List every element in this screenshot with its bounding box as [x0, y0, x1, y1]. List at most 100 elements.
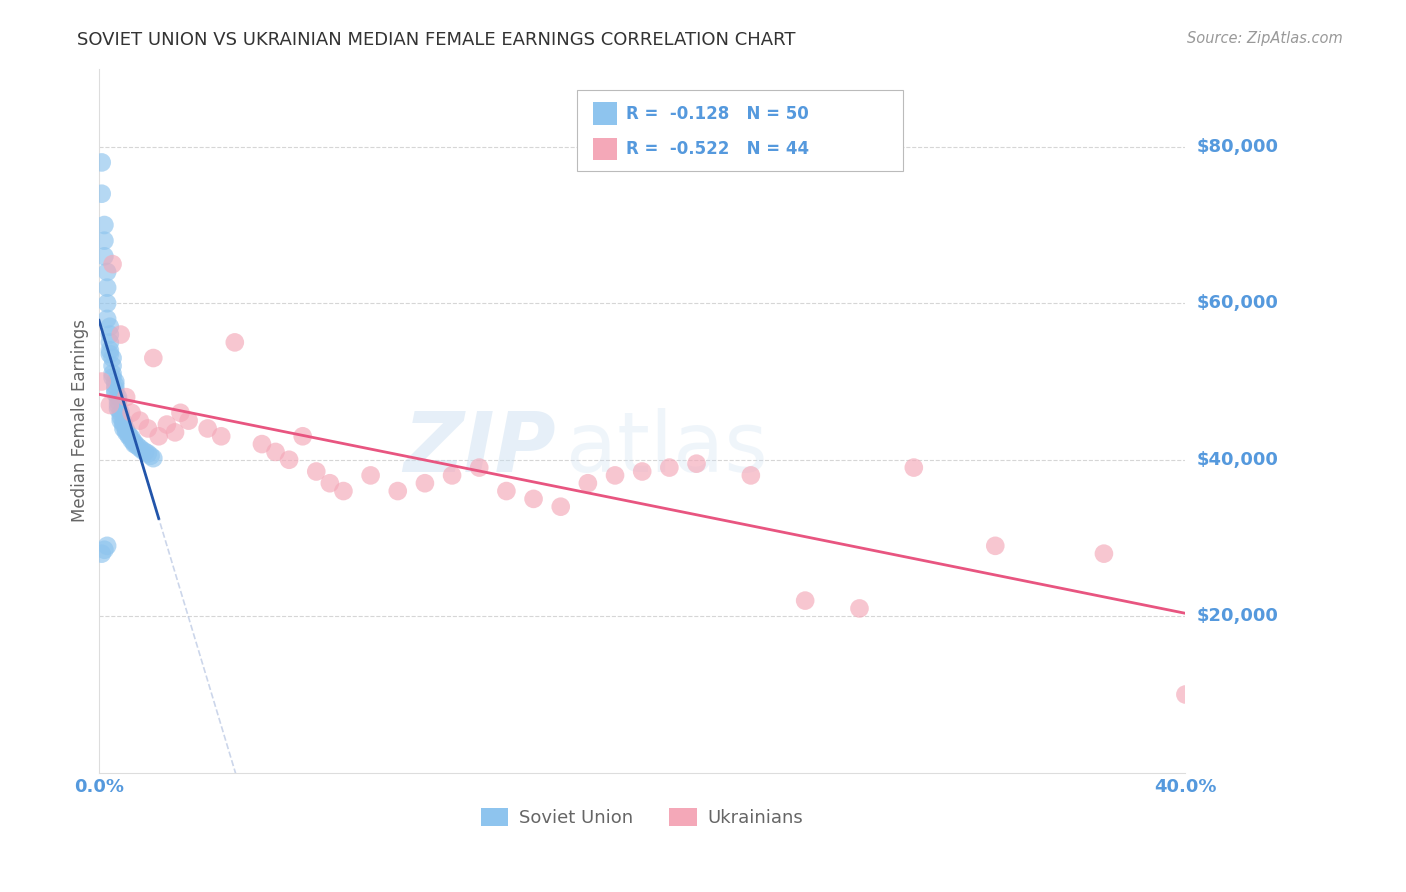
Point	[110, 406, 132, 420]
Point	[603, 468, 626, 483]
Point	[115, 425, 138, 440]
Point	[118, 429, 141, 443]
Point	[631, 465, 654, 479]
Text: $20,000: $20,000	[1197, 607, 1278, 625]
Point	[104, 375, 127, 389]
Point	[794, 593, 817, 607]
Point	[112, 417, 135, 432]
Point	[984, 539, 1007, 553]
Point	[332, 484, 354, 499]
Point	[125, 439, 148, 453]
Point	[104, 386, 127, 401]
Point	[121, 433, 143, 447]
Point	[98, 398, 121, 412]
Point	[124, 435, 146, 450]
Point	[305, 465, 328, 479]
Point	[98, 327, 121, 342]
Point	[156, 417, 179, 432]
Point	[110, 327, 132, 342]
Point	[136, 421, 159, 435]
Point	[163, 425, 186, 440]
Y-axis label: Median Female Earnings: Median Female Earnings	[72, 319, 89, 522]
Point	[128, 414, 150, 428]
Point	[319, 476, 342, 491]
Point	[468, 460, 491, 475]
FancyBboxPatch shape	[576, 90, 903, 170]
Point	[93, 234, 115, 248]
Point	[112, 421, 135, 435]
Text: SOVIET UNION VS UKRAINIAN MEDIAN FEMALE EARNINGS CORRELATION CHART: SOVIET UNION VS UKRAINIAN MEDIAN FEMALE …	[77, 31, 796, 49]
Point	[209, 429, 232, 443]
Point	[121, 431, 143, 445]
Point	[177, 414, 200, 428]
Point	[115, 390, 138, 404]
Legend: Soviet Union, Ukrainians: Soviet Union, Ukrainians	[474, 800, 810, 834]
Text: ZIP: ZIP	[402, 409, 555, 490]
Bar	[593, 137, 617, 160]
Point	[90, 547, 112, 561]
Point	[148, 429, 170, 443]
Point	[118, 427, 141, 442]
Point	[104, 378, 127, 392]
Point	[413, 476, 436, 491]
Point	[550, 500, 572, 514]
Point	[90, 155, 112, 169]
Point	[93, 218, 115, 232]
Point	[93, 249, 115, 263]
Text: $40,000: $40,000	[1197, 450, 1278, 469]
Point	[96, 265, 118, 279]
Point	[101, 257, 124, 271]
Point	[107, 401, 129, 416]
Point	[101, 367, 124, 381]
Point	[291, 429, 314, 443]
Point	[658, 460, 681, 475]
Text: atlas: atlas	[567, 409, 768, 490]
Text: R =  -0.522   N = 44: R = -0.522 N = 44	[626, 140, 808, 158]
Point	[136, 446, 159, 460]
Point	[128, 441, 150, 455]
Point	[250, 437, 273, 451]
Bar	[593, 103, 617, 125]
Point	[96, 296, 118, 310]
Text: R =  -0.128   N = 50: R = -0.128 N = 50	[626, 104, 808, 122]
Text: $80,000: $80,000	[1197, 137, 1278, 156]
Point	[142, 351, 165, 365]
Point	[848, 601, 870, 615]
Point	[98, 343, 121, 358]
Point	[112, 415, 135, 429]
Point	[121, 406, 143, 420]
Point	[124, 437, 146, 451]
Point	[441, 468, 464, 483]
Point	[104, 382, 127, 396]
Point	[101, 359, 124, 373]
Point	[96, 539, 118, 553]
Point	[169, 406, 191, 420]
Point	[685, 457, 707, 471]
Point	[101, 370, 124, 384]
Point	[1174, 688, 1197, 702]
Point	[139, 449, 162, 463]
Point	[278, 452, 301, 467]
Point	[98, 319, 121, 334]
Point	[96, 280, 118, 294]
Point	[1092, 547, 1115, 561]
Point	[98, 335, 121, 350]
Point	[98, 347, 121, 361]
Point	[107, 390, 129, 404]
Point	[93, 542, 115, 557]
Point	[107, 394, 129, 409]
Point	[107, 398, 129, 412]
Point	[495, 484, 517, 499]
Point	[360, 468, 382, 483]
Point	[522, 491, 544, 506]
Point	[264, 445, 287, 459]
Point	[90, 375, 112, 389]
Text: Source: ZipAtlas.com: Source: ZipAtlas.com	[1187, 31, 1343, 46]
Point	[131, 443, 153, 458]
Point	[387, 484, 409, 499]
Point	[740, 468, 762, 483]
Point	[110, 409, 132, 424]
Point	[134, 445, 156, 459]
Point	[101, 351, 124, 365]
Point	[142, 451, 165, 466]
